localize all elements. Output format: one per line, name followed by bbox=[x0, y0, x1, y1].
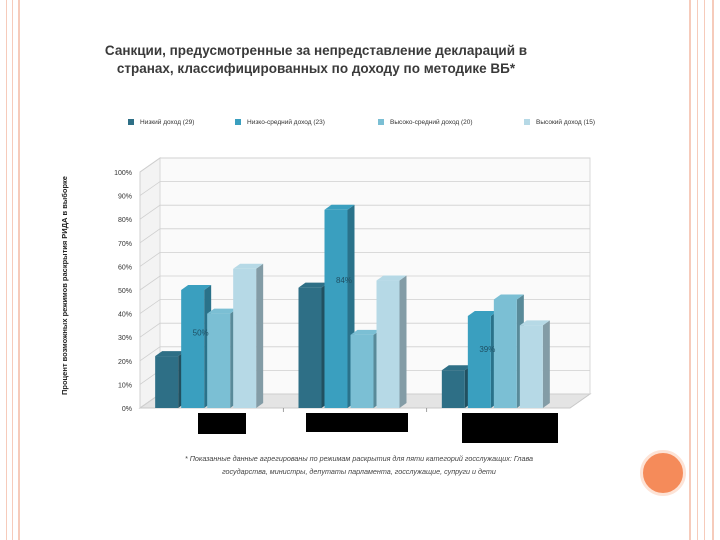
legend-label: Низко-средний доход (23) bbox=[247, 119, 325, 126]
gridline bbox=[139, 157, 590, 173]
y-tick-label: 70% bbox=[118, 241, 132, 248]
legend-label: Высокий доход (15) bbox=[536, 119, 595, 126]
bar bbox=[441, 370, 465, 408]
bar-top bbox=[324, 204, 355, 210]
y-tick-label: 10% bbox=[118, 382, 132, 389]
bar-top bbox=[519, 320, 550, 326]
decorative-rule bbox=[12, 0, 13, 540]
legend-swatch bbox=[378, 119, 384, 125]
bar bbox=[519, 325, 543, 408]
gridline bbox=[139, 204, 590, 220]
legend-swatch bbox=[524, 119, 530, 125]
legend-item-upper-middle: Высоко-средний доход (20) bbox=[378, 119, 473, 126]
footnote: * Показанные данные агрегированы по режи… bbox=[124, 452, 594, 478]
gridline bbox=[139, 228, 590, 244]
bar bbox=[298, 287, 322, 408]
gridline bbox=[139, 346, 590, 362]
y-tick-label: 30% bbox=[118, 335, 132, 342]
legend-item-high: Высокий доход (15) bbox=[524, 119, 595, 126]
decorative-rule bbox=[712, 0, 714, 540]
decorative-rule bbox=[697, 0, 698, 540]
bar-top bbox=[207, 308, 238, 314]
redacted-category-label bbox=[462, 413, 558, 443]
bar-top bbox=[233, 263, 264, 269]
gridline bbox=[139, 299, 590, 314]
legend-item-low: Низкий доход (29) bbox=[128, 119, 194, 126]
data-label: 39% bbox=[479, 345, 495, 354]
legend-label: Низкий доход (29) bbox=[140, 119, 195, 126]
bar bbox=[350, 334, 374, 408]
y-tick-label: 60% bbox=[118, 264, 132, 271]
footnote-line-1: * Показанные данные агрегированы по режи… bbox=[184, 454, 534, 463]
bar-side bbox=[256, 263, 264, 408]
bar bbox=[155, 356, 179, 408]
title-line-2: странах, классифицированных по доходу по… bbox=[116, 61, 516, 76]
gridline bbox=[139, 322, 590, 338]
chart-title: Санкции, предусмотренные за непредставле… bbox=[96, 42, 536, 78]
redacted-category-label bbox=[306, 413, 408, 432]
bar bbox=[181, 290, 205, 408]
decorative-rule bbox=[6, 0, 7, 540]
gridline bbox=[139, 275, 590, 291]
gridline bbox=[139, 251, 590, 267]
gridline bbox=[139, 181, 590, 196]
bar bbox=[324, 209, 348, 408]
bar-top bbox=[298, 282, 329, 288]
bar bbox=[467, 315, 491, 408]
bar-top bbox=[467, 310, 498, 316]
decorative-rule bbox=[18, 0, 20, 540]
legend-item-lower-middle: Низко-средний доход (23) bbox=[235, 119, 325, 126]
bar-side bbox=[542, 320, 550, 408]
bar bbox=[233, 268, 257, 408]
bar-top bbox=[155, 351, 186, 357]
y-tick-label: 50% bbox=[118, 288, 132, 295]
y-tick-label: 40% bbox=[118, 312, 132, 319]
data-label: 84% bbox=[336, 276, 352, 285]
y-tick-label: 20% bbox=[118, 359, 132, 366]
legend-swatch bbox=[128, 119, 134, 125]
y-tick-label: 90% bbox=[118, 194, 132, 201]
title-line-1: Санкции, предусмотренные за непредставле… bbox=[104, 43, 528, 58]
legend-label: Высоко-средний доход (20) bbox=[390, 119, 473, 126]
bar bbox=[207, 313, 231, 408]
footnote-line-2: государства, министры, депутаты парламен… bbox=[222, 467, 496, 476]
bar bbox=[493, 299, 517, 408]
data-label: 50% bbox=[193, 328, 209, 337]
y-tick-label: 80% bbox=[118, 217, 132, 224]
decorative-rule bbox=[689, 0, 691, 540]
y-tick-label: 100% bbox=[114, 170, 132, 177]
redacted-category-label bbox=[198, 413, 246, 434]
bar-top bbox=[441, 365, 472, 371]
bar-top bbox=[181, 285, 212, 290]
bar-top bbox=[493, 294, 524, 300]
bar-top bbox=[376, 275, 407, 281]
decorative-circle bbox=[640, 450, 686, 496]
decorative-rule bbox=[704, 0, 705, 540]
bar bbox=[376, 280, 400, 408]
bar-side bbox=[399, 275, 407, 408]
legend-swatch bbox=[235, 119, 241, 125]
bar-top bbox=[350, 329, 381, 335]
y-tick-label: 0% bbox=[122, 406, 132, 413]
